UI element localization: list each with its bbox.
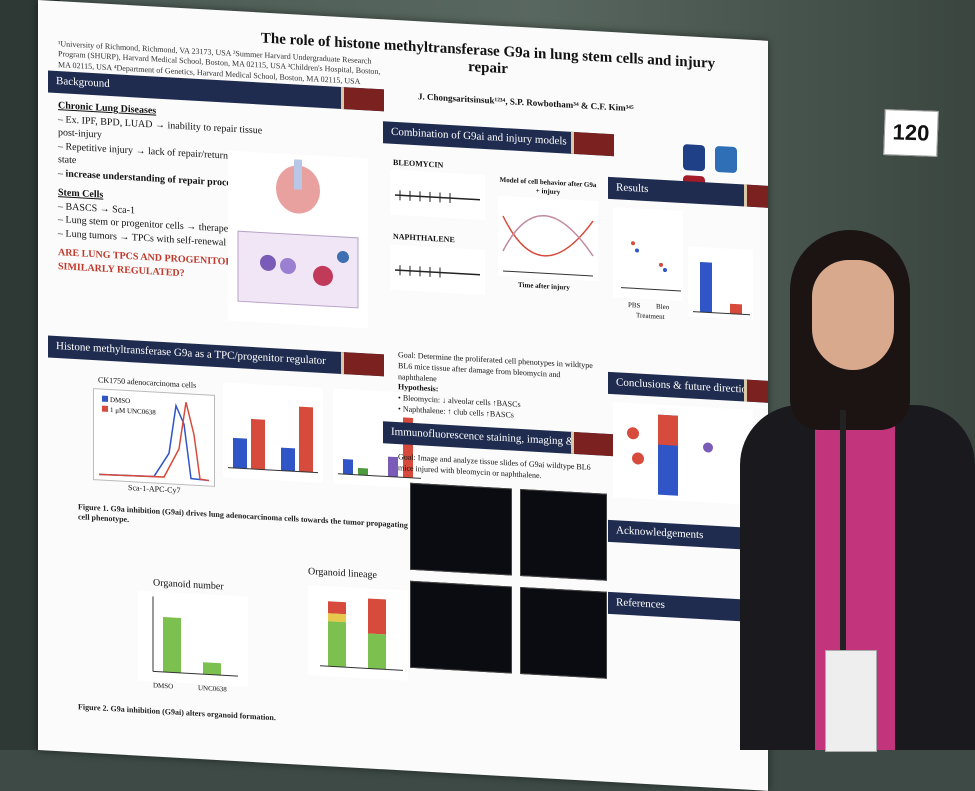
naphthalene-label: NAPHTHALENE [393,231,455,245]
poster-authors: J. Chongsaritsinsuk¹²³⁴, S.P. Rowbotham³… [418,91,634,114]
results-dot-plot [613,207,683,302]
if-image-a [410,482,512,576]
name-badge [825,650,877,752]
conclusion-diagram [613,402,753,505]
fig1-x-label: Sca-1-APC-Cy7 [128,483,181,495]
presenter-person [740,230,975,752]
cell-behavior-model [498,195,598,282]
lanyard [840,410,846,660]
naphthalene-timeline [390,244,485,295]
results-x-label: Treatment [636,311,665,322]
results-bar-chart [688,246,753,320]
if-image-b [520,488,607,581]
lung-diagram [228,150,368,329]
flow-histogram: DMSO 1 μM UNC0638 [93,388,215,487]
if-image-c [410,580,512,674]
board-number-sign: 120 [883,109,939,157]
organoid-efficiency-bar-chart [223,382,323,483]
bleomycin-timeline [390,169,485,220]
section-combination: Combination of G9ai and injury models [383,121,614,157]
immuno-goal: Goal: Image and analyze tissue slides of… [398,452,591,480]
svg-text:DMSO: DMSO [110,396,130,405]
model-x-label: Time after injury [518,280,570,292]
organoid-number-chart [138,590,248,687]
research-poster: The role of histone methyltransferase G9… [38,0,768,791]
if-image-d [520,586,607,679]
fig2-x1: DMSO [153,681,174,691]
section-g9a-regulator: Histone methyltransferase G9a as a TPC/p… [48,335,384,377]
fig2-x2: UNC0638 [198,683,227,694]
fig2-caption: Figure 2. G9a inhibition (G9ai) alters o… [78,702,276,723]
fig1-caption: Figure 1. G9a inhibition (G9ai) drives l… [78,502,408,530]
hscl-logo-icon [715,145,737,174]
university-logo-icon [683,144,705,172]
presenter-face [812,260,894,370]
organoid-lineage-chart [308,585,408,681]
results-x1: PBS [628,300,641,310]
fig2b-title: Organoid lineage [308,566,377,581]
results-x2: Bleo [656,302,670,312]
svg-text:1 μM UNC0638: 1 μM UNC0638 [110,406,156,417]
